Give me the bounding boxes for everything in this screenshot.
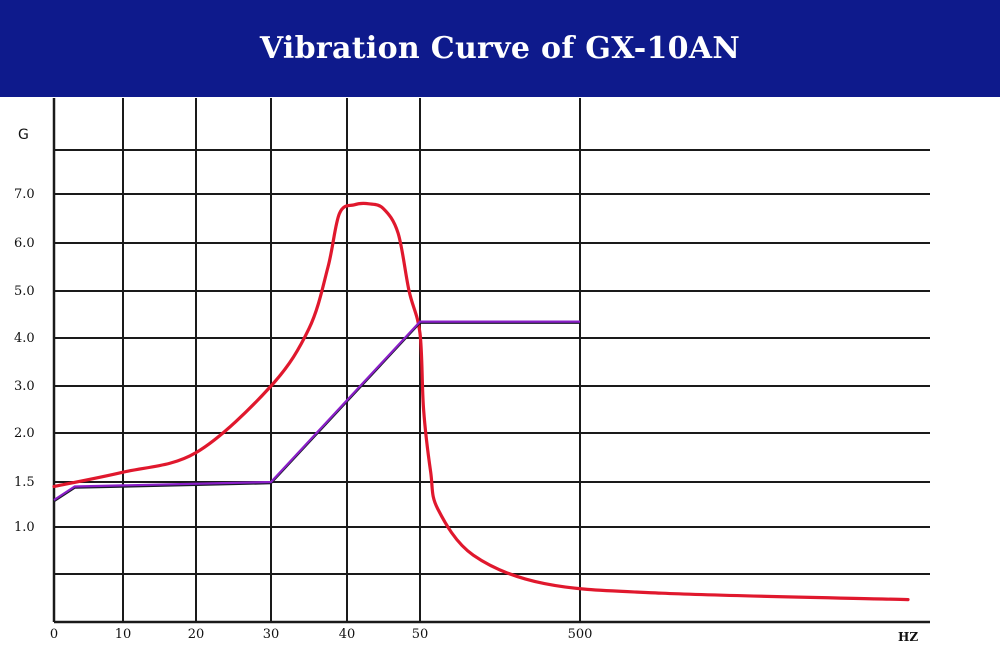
y-tick-label: 4.0 bbox=[14, 331, 35, 346]
x-tick-label: 10 bbox=[115, 627, 132, 642]
series-limit-line-shadow bbox=[53, 321, 580, 503]
y-tick-label: 2.0 bbox=[14, 426, 35, 441]
y-tick-label: 1.0 bbox=[14, 520, 35, 535]
y-tick-label: 6.0 bbox=[14, 236, 35, 251]
x-tick-label: 40 bbox=[339, 627, 356, 642]
y-tick-label: 3.0 bbox=[14, 379, 35, 394]
tick-label-layer: 0 10 20 30 40 50 500 1.0 1.5 2.0 3.0 4.0 5.0 6.0 7.0 bbox=[14, 187, 592, 642]
x-tick-label: 500 bbox=[568, 627, 593, 642]
y-tick-label: 7.0 bbox=[14, 187, 35, 202]
y-axis-title: G bbox=[18, 127, 29, 143]
x-tick-label: 20 bbox=[188, 627, 205, 642]
y-tick-label: 5.0 bbox=[14, 284, 35, 299]
series-red-curve bbox=[52, 201, 910, 602]
series-layer bbox=[52, 201, 910, 602]
x-tick-label: 0 bbox=[50, 627, 58, 642]
x-axis-unit-label: HZ bbox=[898, 630, 918, 644]
series-limit-line bbox=[53, 320, 580, 501]
grid-layer bbox=[52, 98, 930, 624]
y-tick-label: 1.5 bbox=[14, 475, 35, 490]
x-tick-label: 30 bbox=[263, 627, 280, 642]
chart-header: Vibration Curve of GX-10AN bbox=[0, 0, 1000, 97]
x-tick-label: 50 bbox=[412, 627, 429, 642]
chart-title: Vibration Curve of GX-10AN bbox=[259, 31, 741, 66]
